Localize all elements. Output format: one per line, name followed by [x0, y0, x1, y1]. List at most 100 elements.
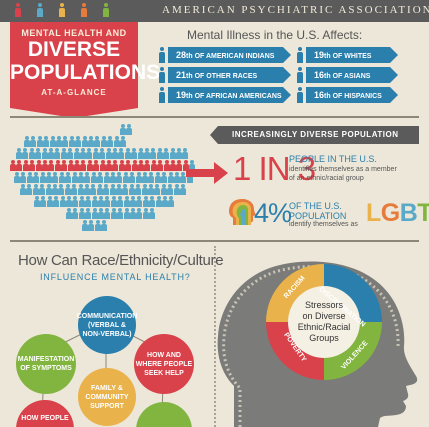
person-icon — [14, 3, 22, 17]
person-icon — [81, 136, 88, 147]
people-desc-line-1: identifies themselves as a member — [289, 166, 397, 173]
person-icon — [126, 124, 133, 135]
person-icon — [36, 136, 43, 147]
person-icon — [110, 196, 117, 207]
person-icon — [131, 160, 138, 171]
center-line: Groups — [309, 333, 339, 343]
person-icon — [109, 184, 116, 195]
stat-label: OF WHITES — [332, 53, 372, 60]
person-icon — [174, 172, 180, 183]
person-icon — [104, 208, 111, 219]
person-icon — [122, 184, 129, 195]
person-icon — [189, 160, 196, 171]
person-icon — [169, 148, 176, 159]
stat-pill-hispanics: 16th OF HISPANICS — [306, 87, 398, 103]
person-icon — [56, 136, 62, 147]
stat-suffix: th — [186, 93, 193, 100]
person-icon — [150, 148, 157, 159]
person-icon — [142, 208, 149, 219]
stat-pill-african-americans: 19th OF AFRICAN AMERICANS — [168, 87, 291, 103]
influence-circle-manifestation: MANIFESTATION OF SYMPTOMS — [16, 334, 76, 394]
person-icon — [90, 184, 97, 195]
person-icon — [163, 148, 170, 159]
person-icon — [48, 148, 54, 159]
circle-label: SUPPORT — [90, 402, 124, 410]
person-icon — [28, 148, 35, 159]
stat-value: 28 — [176, 50, 187, 60]
person-icon — [135, 184, 142, 195]
person-icon — [78, 196, 85, 207]
person-icon — [61, 160, 68, 171]
influence-circle-family: FAMILY & COMMUNITY SUPPORT — [78, 368, 136, 426]
person-icon — [34, 196, 40, 207]
person-icon — [141, 184, 148, 195]
person-icon — [53, 196, 60, 207]
person-icon — [88, 220, 95, 231]
stat-suffix: th — [186, 73, 193, 80]
person-icon — [120, 136, 126, 147]
person-icon — [86, 148, 93, 159]
person-icon — [112, 160, 119, 171]
person-icon — [130, 208, 136, 219]
person-icon — [144, 160, 151, 171]
stat-suffix: th — [324, 93, 331, 100]
person-icon — [107, 136, 114, 147]
circle-label: (VERBAL & — [88, 321, 126, 329]
circle-label: COMMUNITY — [85, 393, 129, 401]
person-icon — [46, 196, 53, 207]
person-icon — [40, 196, 47, 207]
person-icon — [39, 172, 46, 183]
person-icon — [45, 184, 52, 195]
rainbow-head-icon — [229, 199, 256, 225]
influence-subtitle: INFLUENCE MENTAL HEALTH? — [40, 272, 191, 282]
person-icon — [94, 220, 101, 231]
banner-line-4: AT-A-GLANCE — [41, 88, 107, 97]
person-icon — [58, 3, 66, 17]
person-icon — [123, 208, 130, 219]
center-line: Stressors — [304, 300, 343, 310]
banner-line-1: MENTAL HEALTH AND — [21, 28, 127, 38]
person-icon — [14, 172, 20, 183]
person-icon — [102, 3, 110, 17]
person-icon — [160, 184, 167, 195]
person-icon — [100, 136, 107, 147]
person-icon — [39, 184, 46, 195]
person-icon — [148, 184, 154, 195]
person-icon — [98, 196, 104, 207]
right-arrow-icon — [186, 162, 228, 184]
person-icon — [180, 184, 186, 195]
person-icon — [72, 196, 79, 207]
person-icon — [49, 136, 56, 147]
circle-label: WHERE PEOPLE — [135, 360, 193, 368]
person-icon — [86, 160, 93, 171]
person-icon — [116, 172, 123, 183]
person-icon — [296, 67, 304, 83]
identify-text: identify themselves as — [289, 221, 358, 228]
person-icon — [46, 172, 52, 183]
person-icon — [103, 172, 110, 183]
lgbt-letter: B — [399, 199, 418, 227]
circle-label: SEEK HELP — [144, 369, 184, 377]
stat-value: 16 — [314, 70, 325, 80]
center-line: Ethnic/Racial — [297, 322, 351, 332]
person-icon — [26, 172, 33, 183]
person-icon — [125, 160, 132, 171]
person-icon — [71, 184, 78, 195]
person-icon — [167, 172, 174, 183]
circle-label: OF SYMPTOMS — [20, 365, 72, 372]
people-desc-line-2: of an ethnic/racial group — [289, 175, 364, 182]
person-icon — [91, 208, 98, 219]
person-icon — [131, 148, 138, 159]
person-icon — [84, 184, 90, 195]
stat-label: OF ASIANS — [332, 73, 371, 80]
stat-pill-other-races: 21th OF OTHER RACES — [168, 67, 291, 83]
person-icon — [59, 196, 66, 207]
population-text: POPULATION — [289, 211, 347, 221]
person-icon — [60, 148, 67, 159]
person-icon — [142, 172, 148, 183]
person-icon — [116, 184, 122, 195]
person-icon — [156, 148, 163, 159]
person-icon — [62, 136, 69, 147]
person-icon — [84, 172, 91, 183]
